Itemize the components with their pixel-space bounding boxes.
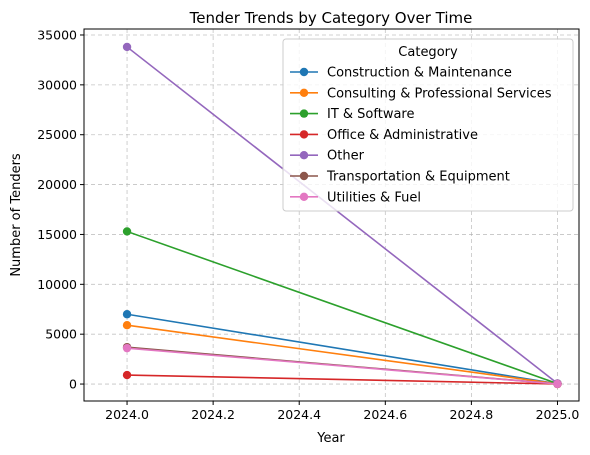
y-axis: 0 5000 10000 15000 20000 25000 30000 35000 xyxy=(37,27,84,392)
data-point xyxy=(122,321,132,330)
plot-area xyxy=(83,28,580,402)
legend-item: Office & Administrative xyxy=(290,128,478,143)
legend-label: Utilities & Fuel xyxy=(327,190,421,205)
y-tick-label: 15000 xyxy=(37,227,77,242)
series-lines xyxy=(122,42,562,389)
legend-label: Other xyxy=(327,149,365,164)
legend-marker xyxy=(299,151,309,160)
legend-label: Construction & Maintenance xyxy=(327,66,512,81)
legend-box xyxy=(282,38,574,212)
data-point xyxy=(122,42,132,52)
y-tick-label: 20000 xyxy=(37,177,77,192)
legend-item: Other xyxy=(290,149,365,164)
legend-item: Utilities & Fuel xyxy=(290,190,421,205)
legend-label: Transportation & Equipment xyxy=(326,170,510,185)
chart-title: Tender Trends by Category Over Time xyxy=(189,9,473,27)
legend-title: Category xyxy=(398,45,458,60)
legend-marker xyxy=(299,67,309,77)
legend-item: Transportation & Equipment xyxy=(290,170,510,185)
legend-marker xyxy=(299,109,309,118)
data-point xyxy=(553,379,562,389)
legend-item: Construction & Maintenance xyxy=(290,66,512,81)
series-line xyxy=(126,46,558,385)
y-axis-title: Number of Tenders xyxy=(9,153,24,277)
series-line xyxy=(126,347,558,385)
y-tick-label: 35000 xyxy=(37,27,77,42)
legend-marker xyxy=(299,171,309,181)
legend-label: IT & Software xyxy=(327,107,414,122)
y-tick-label: 30000 xyxy=(37,77,77,92)
legend-item: Consulting & Professional Services xyxy=(290,86,552,101)
data-point xyxy=(122,370,132,380)
series-line xyxy=(126,230,558,385)
x-tick-label: 2024.8 xyxy=(450,407,494,422)
series-line xyxy=(127,374,558,385)
x-tick-label: 2025.0 xyxy=(536,407,580,422)
series-line xyxy=(126,313,558,385)
legend-marker xyxy=(299,130,309,139)
series xyxy=(122,343,562,389)
x-axis: 2024.0 2024.2 2024.4 2024.6 2024.8 2025.0 xyxy=(105,401,579,422)
x-tick-label: 2024.4 xyxy=(277,407,321,422)
legend-marker xyxy=(299,88,309,98)
legend-item: IT & Software xyxy=(290,107,414,122)
legend-marker xyxy=(299,192,309,201)
legend-items: Construction & Maintenance Consulting & P… xyxy=(290,66,552,205)
y-tick-label: 10000 xyxy=(37,277,77,292)
x-tick-label: 2024.0 xyxy=(105,407,149,422)
y-tick-label: 25000 xyxy=(37,127,77,142)
legend-label: Consulting & Professional Services xyxy=(327,86,552,101)
x-tick-label: 2024.2 xyxy=(191,407,235,422)
y-tick-label: 0 xyxy=(69,377,77,392)
series-line xyxy=(126,324,558,385)
legend-label: Office & Administrative xyxy=(327,128,478,143)
x-axis-title: Year xyxy=(316,431,345,446)
legend: Category Construction & Maintenance Consu… xyxy=(282,38,574,212)
series xyxy=(122,227,562,388)
data-point xyxy=(122,343,132,353)
y-tick-label: 5000 xyxy=(45,327,77,342)
data-point xyxy=(122,227,132,236)
x-tick-label: 2024.6 xyxy=(363,407,407,422)
data-point xyxy=(122,310,132,319)
